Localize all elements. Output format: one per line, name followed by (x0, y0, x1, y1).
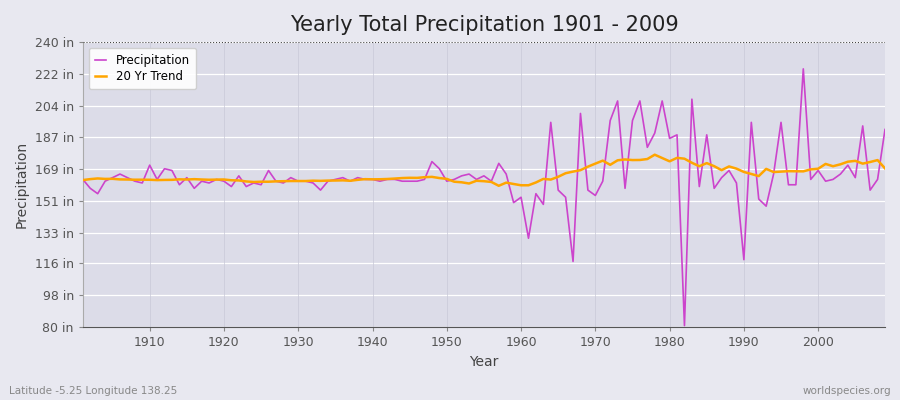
Precipitation (879, 127, 890, 132)
X-axis label: Year: Year (469, 355, 499, 369)
Title: Yearly Total Precipitation 1901 - 2009: Yearly Total Precipitation 1901 - 2009 (290, 15, 679, 35)
Precipitation (345, 179, 356, 184)
20 Yr Trend (516, 183, 526, 188)
Precipitation (605, 118, 616, 123)
20 Yr Trend (493, 183, 504, 188)
20 Yr Trend (301, 179, 311, 184)
20 Yr Trend (649, 152, 660, 157)
20 Yr Trend (137, 177, 148, 182)
Line: 20 Yr Trend: 20 Yr Trend (83, 155, 885, 186)
20 Yr Trend (345, 178, 356, 183)
Precipitation (508, 200, 519, 205)
Precipitation (516, 195, 526, 200)
Legend: Precipitation, 20 Yr Trend: Precipitation, 20 Yr Trend (89, 48, 196, 89)
20 Yr Trend (879, 166, 890, 171)
Precipitation (798, 66, 809, 71)
Precipitation (77, 177, 88, 182)
Text: Latitude -5.25 Longitude 138.25: Latitude -5.25 Longitude 138.25 (9, 386, 177, 396)
Precipitation (137, 180, 148, 185)
Y-axis label: Precipitation: Precipitation (15, 141, 29, 228)
Precipitation (301, 179, 311, 184)
20 Yr Trend (77, 178, 88, 182)
Line: Precipitation: Precipitation (83, 69, 885, 326)
20 Yr Trend (612, 158, 623, 163)
Text: worldspecies.org: worldspecies.org (803, 386, 891, 396)
Precipitation (680, 323, 690, 328)
20 Yr Trend (523, 183, 534, 188)
